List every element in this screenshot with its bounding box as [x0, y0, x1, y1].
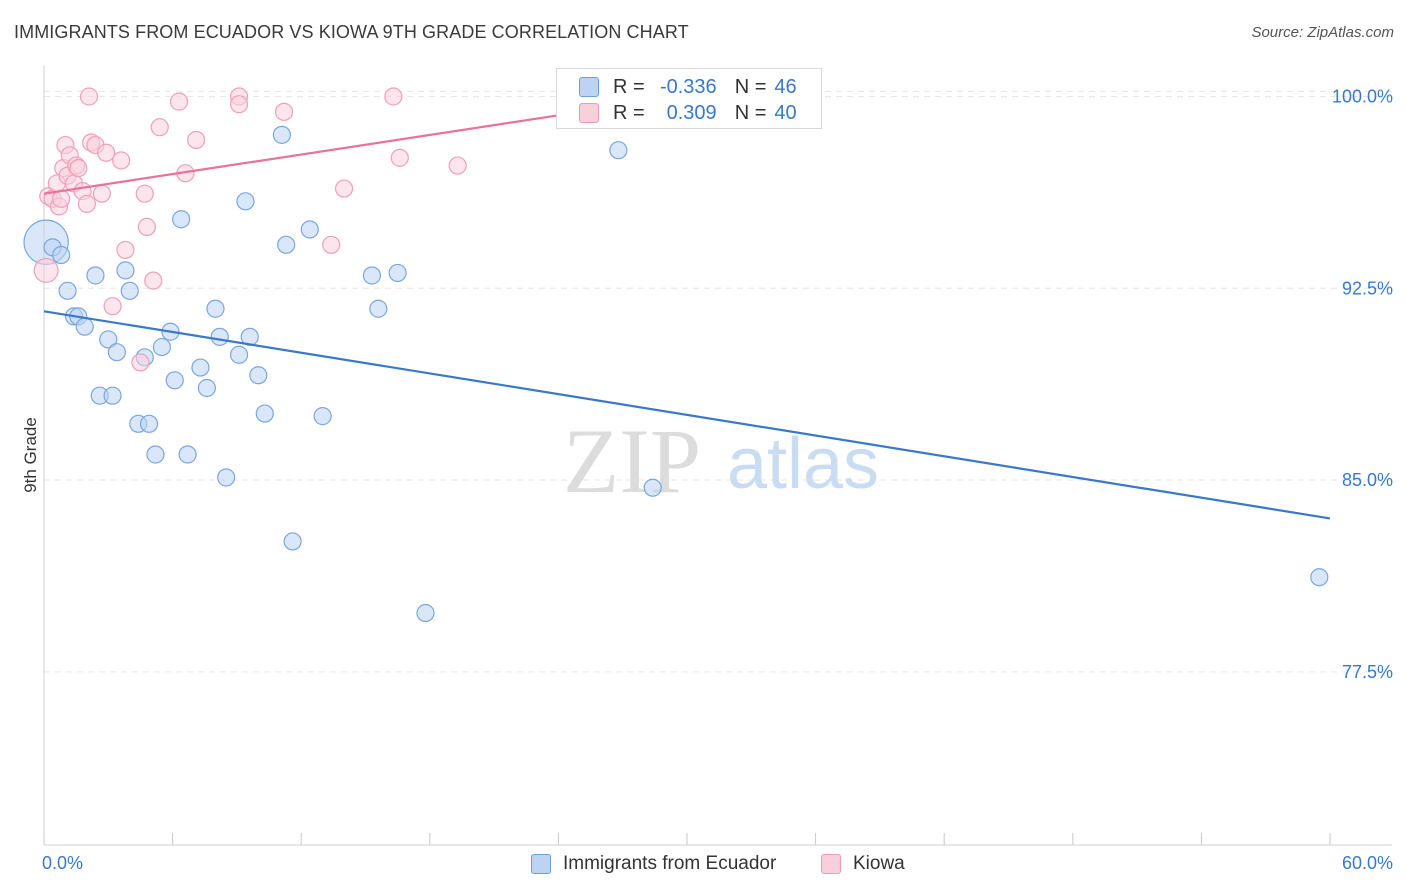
chart-title: IMMIGRANTS FROM ECUADOR VS KIOWA 9TH GRA…: [14, 22, 689, 42]
ecuador-point: [313, 407, 332, 426]
kiowa-point: [390, 148, 409, 167]
axes: [43, 66, 1392, 846]
legend-n-label: N =: [734, 75, 767, 98]
ecuador-point: [229, 345, 249, 364]
kiowa-point: [334, 179, 354, 198]
kiowa-point: [137, 217, 156, 237]
correlation-legend: R = -0.336 N = 46 R = 0.309 N = 40: [556, 68, 822, 129]
ecuador-point: [107, 343, 126, 362]
ecuador-point: [139, 414, 159, 433]
y-tick-label: 92.5%: [1342, 278, 1393, 298]
ecuador-point: [210, 327, 229, 346]
kiowa-point: [150, 118, 169, 137]
ecuador-point: [1310, 568, 1329, 587]
kiowa-point: [384, 87, 403, 106]
kiowa-point: [169, 92, 189, 111]
y-tick-label: 77.5%: [1342, 662, 1393, 682]
bottom-legend-label: Immigrants from Ecuador: [563, 853, 777, 874]
ecuador-point: [388, 263, 407, 283]
kiowa-point: [116, 240, 135, 260]
legend-r-label: R =: [613, 75, 645, 98]
ecuador-point: [609, 141, 628, 160]
ecuador-trend-line: [43, 310, 1331, 520]
data-points: [23, 87, 1329, 623]
ecuador-point: [272, 125, 292, 144]
ecuador-point: [103, 386, 122, 405]
ecuador-point: [206, 299, 225, 318]
ecuador-point: [99, 330, 118, 349]
y-tick-label: 100.0%: [1332, 87, 1393, 107]
ecuador-point: [277, 235, 296, 254]
x-tick-label: 0.0%: [42, 853, 83, 873]
legend-r-value: 0.309: [666, 101, 717, 124]
watermark-zip: ZIP: [563, 410, 701, 512]
ecuador-point: [283, 532, 302, 551]
kiowa-point: [112, 151, 131, 170]
kiowa-point: [103, 297, 122, 316]
kiowa-point: [79, 87, 99, 106]
ecuador-point: [249, 366, 268, 385]
ecuador-point: [217, 468, 236, 487]
ecuador-point: [172, 210, 191, 229]
ecuador-point: [165, 371, 184, 390]
ecuador-point: [416, 603, 435, 623]
kiowa-point: [229, 95, 249, 114]
ecuador-point: [362, 266, 382, 285]
legend-row-kiowa: R = 0.309 N = 40: [579, 100, 815, 126]
ecuador-point: [116, 261, 135, 280]
kiowa-point: [97, 143, 116, 162]
legend-n-label: N =: [734, 101, 767, 124]
kiowa-point: [448, 156, 467, 175]
ecuador-point: [300, 220, 319, 239]
ecuador-point: [58, 281, 77, 300]
kiowa-point: [77, 194, 96, 213]
ecuador-point: [369, 299, 388, 318]
kiowa-point: [135, 184, 154, 203]
bottom-legend-swatch-blue: [531, 854, 551, 874]
ecuador-point: [75, 317, 94, 336]
ecuador-point: [52, 245, 71, 265]
bottom-legend-label: Kiowa: [853, 853, 905, 874]
ecuador-point: [643, 478, 662, 497]
y-axis-title: 9th Grade: [21, 417, 40, 493]
legend-r-label: R =: [613, 101, 645, 124]
legend-row-ecuador: R = -0.336 N = 46: [579, 74, 815, 100]
axis-labels: 77.5% 85.0% 92.5% 100.0% 0.0% 60.0% 9th Grade: [21, 87, 1393, 874]
ecuador-point: [152, 337, 171, 357]
kiowa-point: [274, 102, 294, 121]
kiowa-point: [69, 158, 88, 178]
ecuador-point: [86, 266, 105, 285]
legend-n-value: 40: [774, 101, 797, 124]
y-tick-label: 85.0%: [1342, 470, 1393, 490]
ecuador-point: [191, 358, 210, 377]
ecuador-point: [255, 404, 274, 423]
kiowa-point: [92, 184, 111, 203]
kiowa-point: [131, 353, 150, 372]
bottom-legend-kiowa: Kiowa: [821, 852, 905, 876]
grid-lines: [44, 90, 1392, 673]
legend-n-value: 46: [774, 75, 797, 98]
watermark: ZIP atlas: [563, 410, 879, 512]
ecuador-point: [197, 378, 216, 398]
kiowa-point: [144, 271, 163, 290]
ecuador-point: [146, 445, 165, 464]
kiowa-point: [322, 235, 341, 254]
legend-swatch-pink: [579, 103, 599, 123]
x-tick-label: 60.0%: [1342, 853, 1393, 873]
ecuador-point: [236, 192, 255, 211]
ecuador-point: [120, 281, 139, 300]
legend-swatch-blue: [579, 77, 599, 97]
bottom-legend-swatch-pink: [821, 854, 841, 874]
bottom-legend-ecuador: Immigrants from Ecuador: [531, 852, 776, 876]
watermark-atlas: atlas: [727, 424, 879, 504]
kiowa-point: [33, 257, 59, 283]
kiowa-point: [187, 130, 206, 150]
legend-r-value: -0.336: [659, 75, 717, 98]
source-label: Source: ZipAtlas.com: [1251, 24, 1394, 41]
ecuador-point: [178, 445, 197, 464]
